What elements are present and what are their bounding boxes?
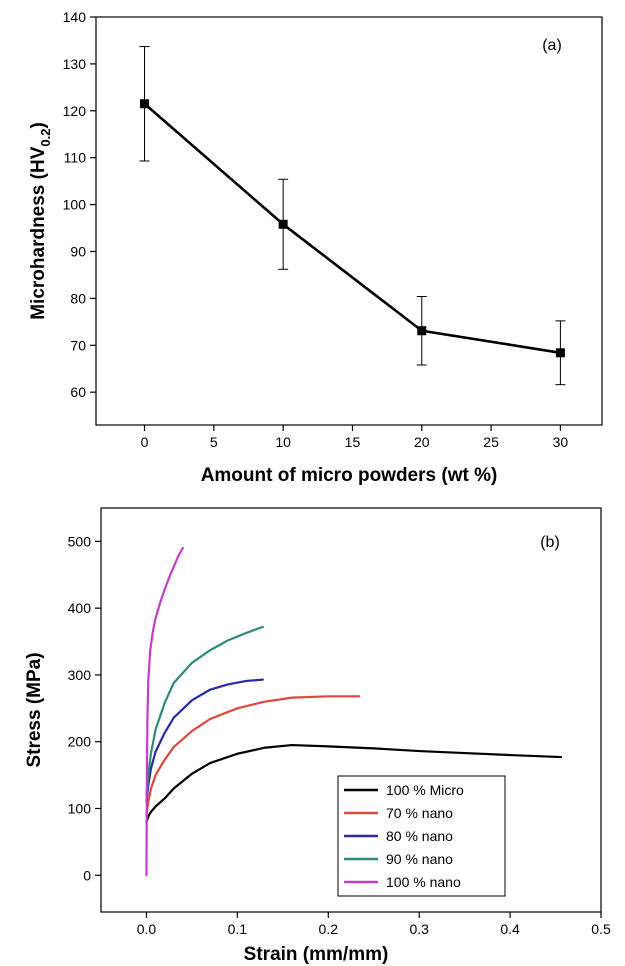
chart-a-y-tick-label: 120 (63, 103, 87, 119)
chart-a-y-tick-label: 130 (63, 56, 87, 72)
chart-a-panel-label: (a) (542, 37, 562, 54)
series-line (143, 102, 561, 355)
data-point-marker (555, 348, 565, 358)
chart-b-x-tick-label: 0.3 (409, 921, 429, 937)
chart-b-plot-frame (100, 507, 602, 913)
data-point-marker (417, 326, 427, 336)
chart-a-markers (140, 99, 565, 358)
chart-b-series (145, 546, 563, 877)
chart-b-y-ticks: 0 100 200 300 400 500 (68, 533, 101, 883)
series-line (145, 678, 264, 803)
chart-b-y-tick-label: 500 (68, 533, 92, 549)
series-line (145, 546, 184, 877)
chart-b-legend: 100 % Micro 70 % nano 80 % nano 90 % nano 10… (337, 775, 506, 897)
chart-a-x-tick-label: 0 (141, 434, 149, 450)
data-point-marker (140, 99, 150, 109)
chart-b-x-ticks: 0.0 0.1 0.2 0.3 0.4 0.5 (137, 912, 611, 937)
chart-a-series (143, 102, 561, 355)
chart-a-y-axis-title-subscript: 0.2 (38, 129, 53, 147)
legend-label: 100 % Micro (386, 782, 464, 798)
chart-a-y-tick-label: 60 (70, 384, 86, 400)
chart-a-x-ticks: 0 5 10 15 20 25 30 (141, 425, 569, 450)
legend-label: 70 % nano (386, 805, 453, 821)
legend-label: 100 % nano (386, 874, 461, 890)
chart-a-plot-frame (95, 16, 603, 426)
chart-a-y-tick-label: 140 (63, 9, 87, 25)
chart-b-y-axis-title: Stress (MPa) (24, 652, 45, 767)
chart-a-y-tick-label: 70 (70, 337, 86, 353)
chart-a-x-tick-label: 5 (210, 434, 218, 450)
chart-a-x-tick-label: 20 (414, 434, 430, 450)
chart-a-x-axis-title: Amount of micro powders (wt %) (201, 465, 498, 486)
chart-a-error-bars (139, 46, 566, 386)
chart-b-y-tick-label: 100 (68, 800, 92, 816)
data-point-marker (278, 219, 288, 229)
chart-a-x-tick-label: 25 (483, 434, 499, 450)
chart-a-y-axis-title: Microhardness (HV0.2) (28, 122, 53, 320)
chart-b-y-tick-label: 400 (68, 600, 92, 616)
chart-b-y-tick-label: 300 (68, 667, 92, 683)
chart-b-x-tick-label: 0.4 (500, 921, 520, 937)
chart-b-x-tick-label: 0.0 (137, 921, 157, 937)
chart-a-x-tick-label: 30 (553, 434, 569, 450)
chart-a-y-tick-label: 100 (63, 197, 87, 213)
chart-a-x-tick-label: 10 (275, 434, 291, 450)
chart-b-x-tick-label: 0.1 (228, 921, 248, 937)
chart-a-y-axis-title-close: ) (28, 122, 49, 128)
chart-a-y-tick-label: 110 (64, 150, 87, 166)
chart-a-y-tick-label: 90 (70, 243, 86, 259)
chart-a-y-axis-title-main: Microhardness (HV (28, 146, 49, 319)
chart-b-y-tick-label: 0 (83, 867, 91, 883)
legend-label: 80 % nano (386, 828, 453, 844)
chart-a-x-tick-label: 15 (345, 434, 361, 450)
chart-b-x-axis-title: Strain (mm/mm) (244, 944, 389, 965)
chart-a-y-ticks: 60 70 80 90 100 110 120 130 140 (63, 9, 96, 400)
series-line (145, 695, 361, 817)
series-line (145, 625, 264, 797)
chart-b-x-tick-label: 0.2 (319, 921, 339, 937)
chart-b-y-tick-label: 200 (68, 734, 92, 750)
chart-b-x-tick-label: 0.5 (591, 921, 611, 937)
series-line (145, 743, 563, 823)
legend-label: 90 % nano (386, 851, 453, 867)
chart-a-y-tick-label: 80 (70, 290, 86, 306)
chart-a: 0 5 10 15 20 25 30 60 70 80 90 100 110 120 130 140 (a)… (28, 9, 603, 486)
chart-b-panel-label: (b) (540, 534, 560, 551)
